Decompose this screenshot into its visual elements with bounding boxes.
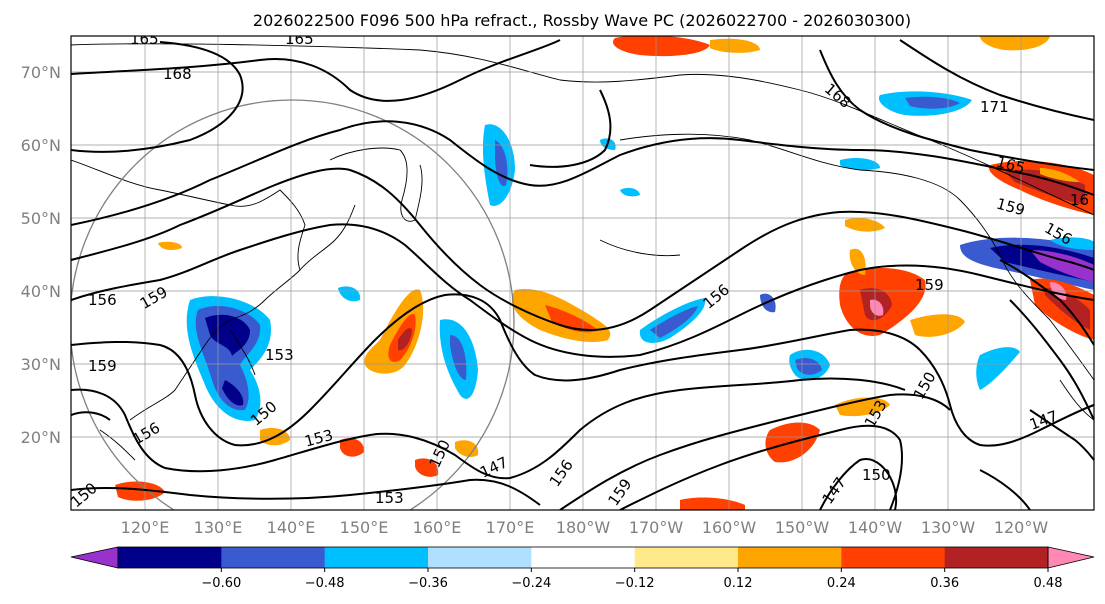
contour-label: 156 bbox=[88, 291, 117, 309]
colorbar-tick-label: −0.48 bbox=[305, 576, 345, 591]
colorbar: −0.60 −0.48 −0.36 −0.24 −0.12 0.12 0.24 0.36 0.4… bbox=[70, 546, 1095, 591]
lat-label: 70°N bbox=[21, 63, 61, 82]
height-contours bbox=[71, 39, 1094, 510]
lat-label: 30°N bbox=[21, 355, 61, 374]
lon-label: 120°W bbox=[994, 518, 1049, 537]
colorbar-segment bbox=[738, 547, 842, 568]
lon-label: 180°W bbox=[556, 518, 611, 537]
lon-label: 130°E bbox=[194, 518, 243, 537]
lat-label: 50°N bbox=[21, 209, 61, 228]
colorbar-tick-label: 0.24 bbox=[827, 576, 856, 591]
lon-label: 160°E bbox=[413, 518, 462, 537]
contour-label: 165 bbox=[130, 30, 159, 48]
colorbar-frame bbox=[117, 546, 1049, 569]
lon-label: 170°E bbox=[486, 518, 535, 537]
colorbar-segment bbox=[221, 547, 326, 568]
contour-label: 150 bbox=[862, 466, 891, 484]
contour-label: 16 bbox=[1070, 191, 1089, 209]
colorbar-extension-max bbox=[1047, 546, 1095, 569]
contour-label: 159 bbox=[88, 357, 117, 375]
colorbar-segment bbox=[531, 547, 636, 568]
lat-label: 40°N bbox=[21, 282, 61, 301]
graticule bbox=[71, 36, 1094, 510]
colorbar-segment bbox=[428, 547, 532, 568]
lon-label: 150°W bbox=[775, 518, 830, 537]
map-panel: 165 165 168 168 171 165 16 159 156 156 1… bbox=[70, 30, 1095, 511]
colorbar-segments bbox=[118, 547, 1049, 568]
colorbar-segment bbox=[944, 547, 1049, 568]
shaded-anomalies bbox=[115, 36, 1094, 510]
colorbar-tick-label: −0.60 bbox=[201, 576, 241, 591]
lat-label: 60°N bbox=[21, 136, 61, 155]
colorbar-segment bbox=[324, 547, 429, 568]
lon-label: 170°W bbox=[629, 518, 684, 537]
colorbar-tick-label: −0.36 bbox=[408, 576, 448, 591]
colorbar-tick-label: 0.48 bbox=[1034, 576, 1063, 591]
contour-label: 171 bbox=[980, 98, 1009, 116]
colorbar-segment bbox=[118, 547, 222, 568]
colorbar-segment bbox=[634, 547, 739, 568]
lat-label: 20°N bbox=[21, 428, 61, 447]
lon-label: 150°E bbox=[340, 518, 389, 537]
contour-label: 168 bbox=[163, 65, 192, 83]
lon-label: 140°W bbox=[848, 518, 903, 537]
rossby-wave-circle bbox=[71, 99, 515, 510]
contour-label: 165 bbox=[285, 30, 314, 48]
colorbar-extension-min bbox=[70, 546, 119, 569]
colorbar-segment bbox=[841, 547, 946, 568]
colorbar-ticks: −0.60 −0.48 −0.36 −0.24 −0.12 0.12 0.24 0.36 0.4… bbox=[201, 568, 1063, 591]
colorbar-tick-label: 0.36 bbox=[930, 576, 959, 591]
contour-label: 153 bbox=[375, 489, 404, 507]
longitude-labels: 120°E 130°E 140°E 150°E 160°E 170°E 180°… bbox=[121, 518, 1049, 537]
contour-label: 159 bbox=[915, 276, 944, 294]
lon-label: 140°E bbox=[267, 518, 316, 537]
figure-title: 2026022500 F096 500 hPa refract., Rossby… bbox=[253, 11, 911, 30]
colorbar-tick-label: −0.24 bbox=[511, 576, 551, 591]
latitude-labels: 70°N 60°N 50°N 40°N 30°N 20°N bbox=[21, 63, 61, 447]
colorbar-tick-label: 0.12 bbox=[724, 576, 753, 591]
colorbar-tick-label: −0.12 bbox=[615, 576, 655, 591]
lon-label: 160°W bbox=[702, 518, 757, 537]
lon-label: 130°W bbox=[921, 518, 976, 537]
contour-label: 153 bbox=[265, 346, 294, 364]
map-frame bbox=[70, 35, 1095, 511]
lon-label: 120°E bbox=[121, 518, 170, 537]
